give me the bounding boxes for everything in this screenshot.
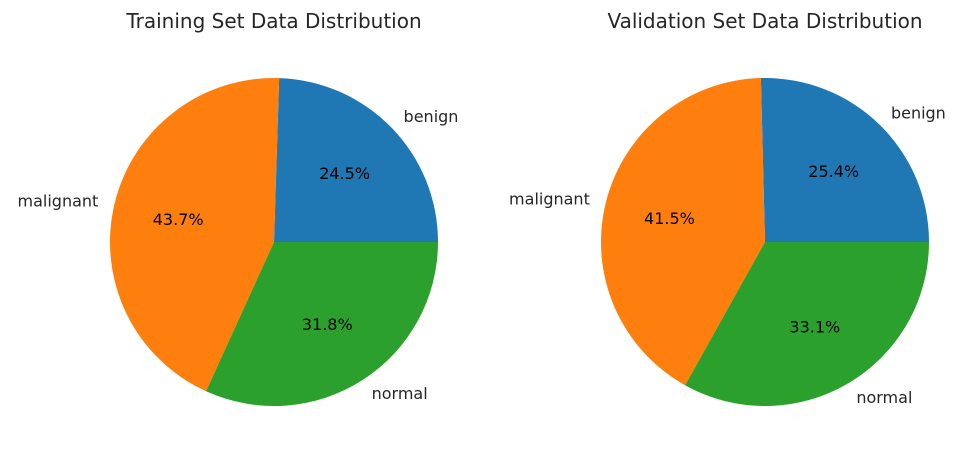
slice-category-label: benign [404, 107, 459, 126]
pie-slice-normal [685, 242, 929, 406]
chart-title: Validation Set Data Distribution [607, 9, 922, 33]
slice-category-label: normal [372, 384, 428, 403]
pie-slices [601, 78, 929, 406]
slice-percent-label: 25.4% [808, 162, 859, 181]
slice-percent-label: 41.5% [644, 209, 695, 228]
slice-percent-label: 31.8% [302, 315, 353, 334]
slice-category-label: malignant [18, 191, 99, 210]
validation-pie-chart: Validation Set Data Distribution 25.4% be… [509, 9, 946, 407]
pie-labels: 25.4% benign 41.5% malignant 33.1% normal [509, 103, 946, 407]
chart-title: Training Set Data Distribution [125, 9, 421, 33]
slice-percent-label: 33.1% [789, 317, 840, 336]
slice-category-label: malignant [509, 189, 590, 208]
slice-percent-label: 24.5% [319, 164, 370, 183]
slice-category-label: benign [891, 103, 946, 122]
pie-slice-benign [274, 78, 438, 242]
slice-category-label: normal [856, 388, 912, 407]
pie-slice-benign [760, 78, 929, 242]
pie-labels: 24.5% benign 43.7% malignant 31.8% normal [18, 107, 459, 403]
training-pie-chart: Training Set Data Distribution 24.5% beni… [18, 9, 459, 406]
slice-percent-label: 43.7% [153, 210, 204, 229]
pie-slice-normal [206, 242, 438, 406]
pie-slices [109, 78, 438, 406]
pie-slice-malignant [109, 78, 280, 392]
pie-slice-malignant [601, 78, 765, 386]
